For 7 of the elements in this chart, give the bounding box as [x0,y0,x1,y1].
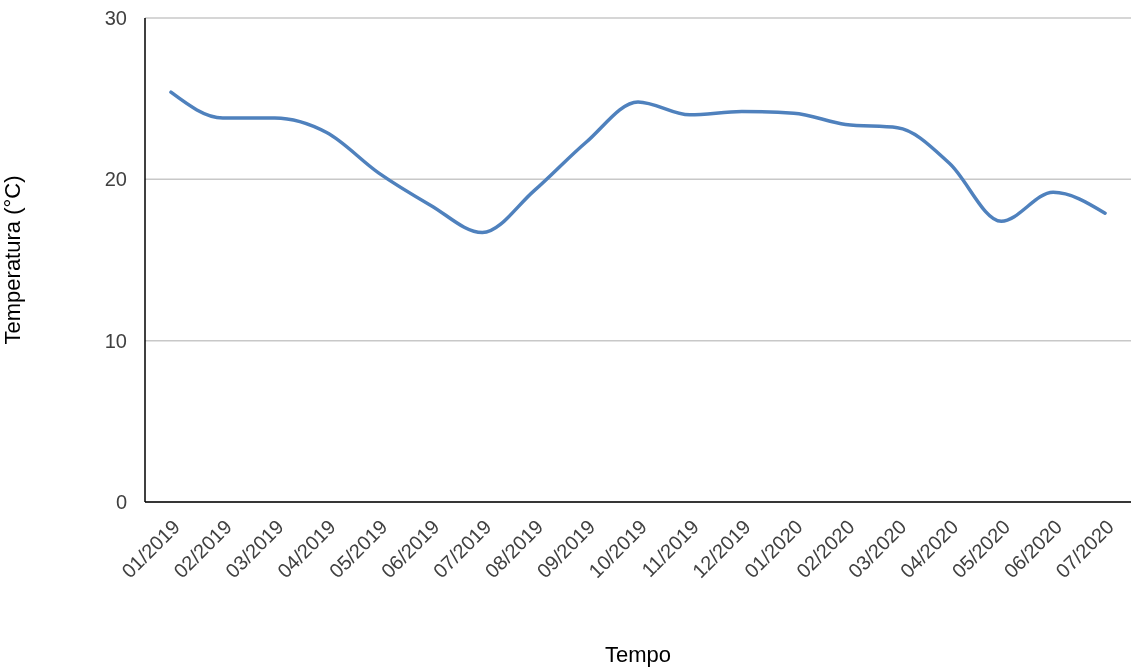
y-tick-label: 20 [104,168,127,191]
y-axis-title: Temperatura (°C) [0,175,25,345]
y-tick-label: 0 [115,491,127,514]
y-tick-label: 10 [104,329,127,352]
y-tick-label: 30 [104,7,127,30]
x-axis-title: Tempo [604,642,672,667]
line-series [169,90,1107,235]
